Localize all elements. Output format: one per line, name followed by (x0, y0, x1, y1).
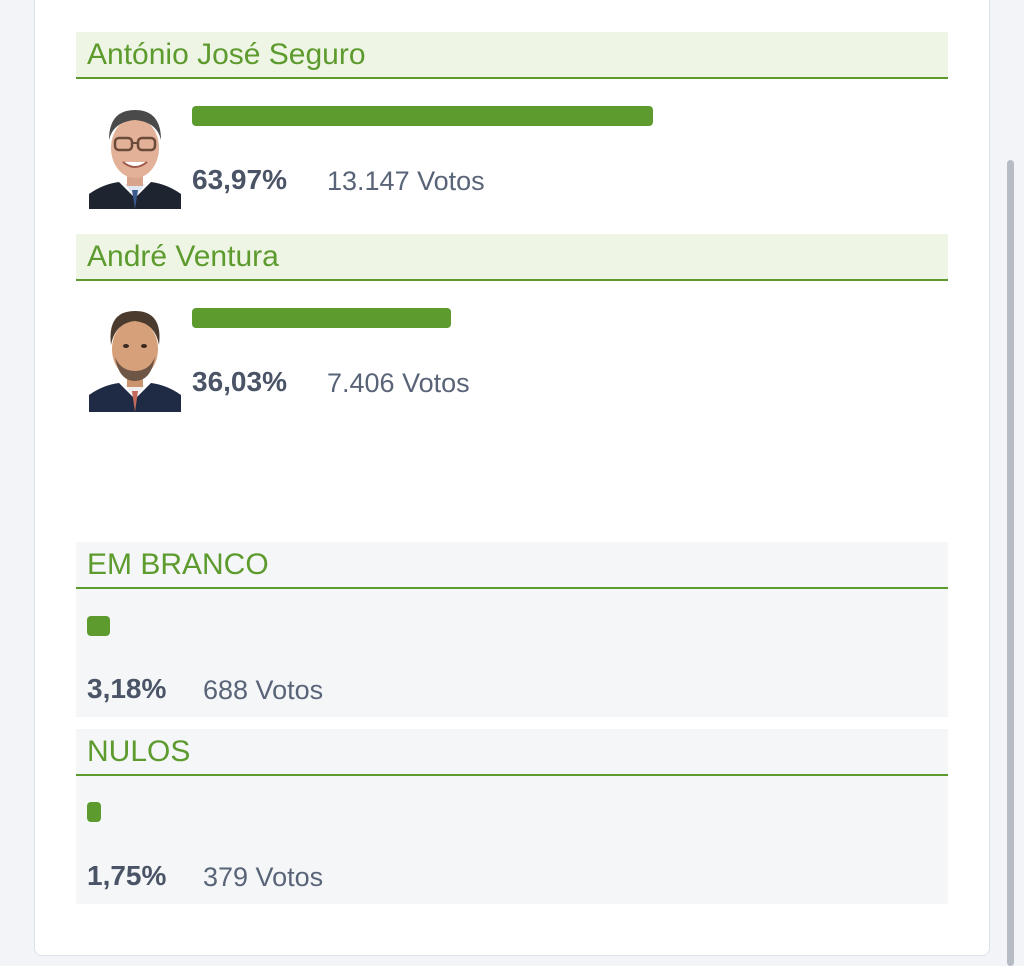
percent-seguro: 63,97% (192, 164, 287, 195)
blank-votes-body (76, 589, 948, 717)
percent-blank: 3,18% (87, 673, 167, 704)
votes-seguro: 13.147 Votos (327, 166, 485, 196)
votes-null: 379 Votos (203, 862, 324, 892)
vote-bar-ventura (192, 308, 451, 328)
candidate-photo-seguro (89, 98, 181, 209)
vote-bar-null (87, 802, 101, 822)
votes-blank: 688 Votos (203, 675, 324, 705)
candidate-name-ventura: André Ventura (76, 234, 948, 281)
votes-ventura: 7.406 Votos (327, 368, 470, 398)
scrollbar[interactable] (1007, 160, 1014, 966)
vote-bar-seguro (192, 106, 653, 126)
null-votes-header: NULOS (76, 729, 948, 776)
null-votes-body (76, 776, 948, 904)
candidate-name-seguro: António José Seguro (76, 32, 948, 79)
percent-null: 1,75% (87, 860, 167, 891)
vote-bar-blank (87, 616, 110, 636)
blank-votes-header: EM BRANCO (76, 542, 948, 589)
candidate-photo-ventura (89, 301, 181, 412)
percent-ventura: 36,03% (192, 366, 287, 397)
